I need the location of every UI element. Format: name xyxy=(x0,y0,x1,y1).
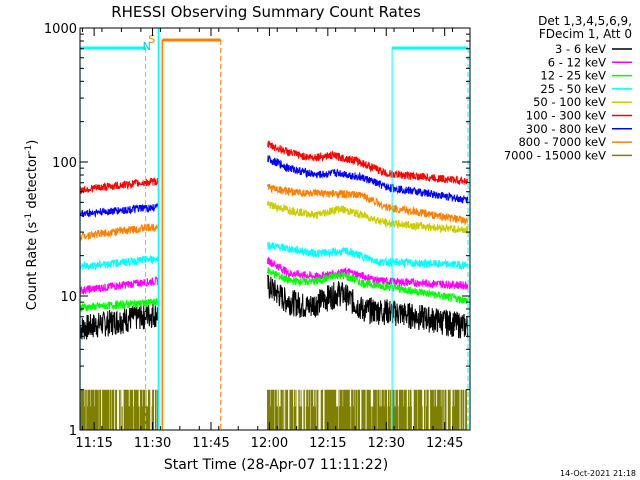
series-25-50-kev-post xyxy=(267,241,469,271)
y-tick-label: 1000 xyxy=(44,22,77,37)
series-50-100-kev-post xyxy=(267,200,469,234)
legend-label: 50 - 100 keV xyxy=(533,95,606,109)
series-6-12-kev-post xyxy=(267,257,469,291)
y-axis-label-part: ) xyxy=(25,140,40,145)
series-800-7000-kev-post xyxy=(267,183,469,227)
series-25-50-kev-pre xyxy=(79,254,159,271)
legend-label: 6 - 12 keV xyxy=(548,55,606,69)
y-axis-label-part: Count Rate (s xyxy=(25,222,40,311)
y-axis-label-part: detector xyxy=(25,153,40,213)
series-7000-15000-kev-post xyxy=(267,389,468,430)
y-tick-label: 100 xyxy=(52,156,77,171)
legend-header-line: FDecim 1, Att 0 xyxy=(539,27,632,41)
legend-label: 3 - 6 keV xyxy=(555,42,606,56)
x-tick-label: 12:15 xyxy=(309,436,346,451)
series-100-300-kev-pre xyxy=(79,177,159,194)
y-tick-label: 1 xyxy=(69,424,77,439)
x-axis-label: Start Time (28-Apr-07 11:11:22) xyxy=(164,457,388,473)
x-tick-label: 12:00 xyxy=(251,436,288,451)
saa-flag-label: S xyxy=(148,33,155,46)
legend-label: 100 - 300 keV xyxy=(526,109,606,123)
plot-frame xyxy=(79,27,471,431)
legend-label: 7000 - 15000 keV xyxy=(504,148,606,162)
render-timestamp: 14-Oct-2021 21:18 xyxy=(560,469,636,478)
x-tick-label: 12:45 xyxy=(426,436,463,451)
night-flag-label: N xyxy=(143,40,151,53)
legend: Det 1,3,4,5,6,9, FDecim 1, Att 0 3 - 6 k… xyxy=(504,14,632,162)
series-100-300-kev-post xyxy=(267,139,469,186)
x-tick-label: 11:45 xyxy=(192,436,229,451)
series-6-12-kev-pre xyxy=(79,276,159,296)
y-tick-label: 10 xyxy=(60,290,77,305)
series-300-800-kev-pre xyxy=(79,203,159,218)
y-axis-label-sup: -1 xyxy=(24,145,34,154)
series-12-25-kev-post xyxy=(267,267,469,305)
legend-header-line: Det 1,3,4,5,6,9, xyxy=(538,14,632,28)
y-axis: 1 10 100 1000 xyxy=(44,22,470,439)
chart-marks: NS xyxy=(79,28,469,430)
chart-title: RHESSI Observing Summary Count Rates xyxy=(111,3,421,21)
series-300-800-kev-post xyxy=(267,155,469,204)
legend-label: 300 - 800 keV xyxy=(526,122,606,136)
y-axis-label: Count Rate (s-1 detector-1) xyxy=(24,140,40,311)
series-3-6-kev-post xyxy=(267,274,469,339)
x-axis: 11:15 11:30 11:45 12:00 12:15 12:30 12:45 xyxy=(75,28,463,451)
legend-label: 800 - 7000 keV xyxy=(518,135,606,149)
x-tick-label: 12:30 xyxy=(368,436,405,451)
series-800-7000-kev-pre xyxy=(79,223,159,242)
x-tick-label: 11:30 xyxy=(134,436,171,451)
series-7000-15000-kev-pre xyxy=(80,389,159,430)
x-tick-label: 11:15 xyxy=(75,436,112,451)
y-axis-label-sup: -1 xyxy=(24,213,34,222)
legend-label: 25 - 50 keV xyxy=(540,82,606,96)
legend-label: 12 - 25 keV xyxy=(540,69,606,83)
